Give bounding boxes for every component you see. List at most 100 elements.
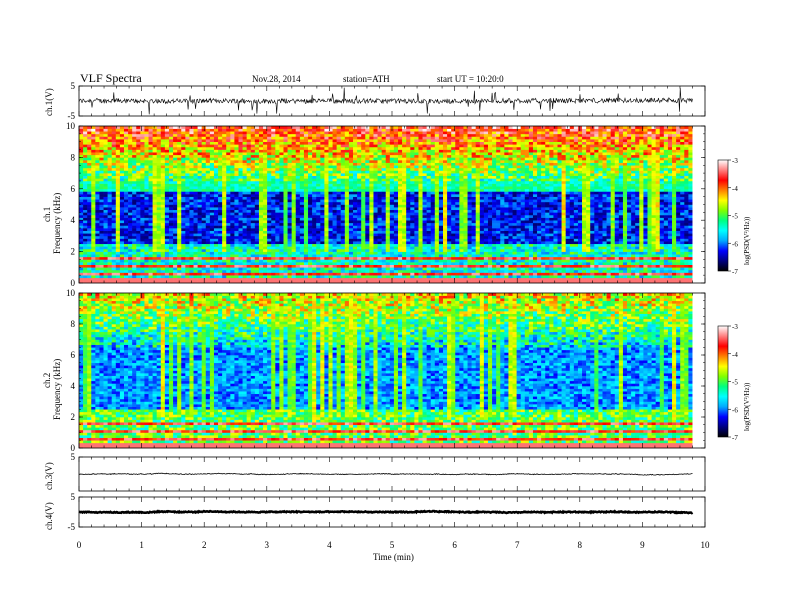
spectrogram-cell [398, 131, 403, 135]
spectrogram-cell [238, 162, 243, 166]
spectrogram-cell [369, 251, 374, 255]
spectrogram-cell [389, 167, 395, 171]
spectrogram-cell [250, 212, 256, 216]
spectrogram-cell [246, 165, 252, 169]
spectrogram-cell [402, 165, 407, 169]
spectrogram-cell [226, 246, 231, 250]
spectrogram-cell [238, 241, 243, 245]
spectrogram-cell [103, 152, 108, 156]
spectrogram-cell [295, 199, 301, 203]
spectrogram-cell [160, 225, 166, 229]
spectrogram-cell [123, 144, 129, 148]
spectrogram-cell [91, 183, 96, 187]
spectrogram-cell [222, 183, 227, 187]
spectrogram-cell [324, 152, 329, 156]
spectrogram-cell [258, 157, 264, 161]
spectrogram-cell [218, 165, 223, 169]
spectrogram-cell [148, 188, 153, 192]
spectrogram-cell [238, 251, 243, 255]
spectrogram-cell [107, 248, 113, 252]
spectrogram-cell [128, 233, 133, 237]
spectrogram-cell [201, 256, 207, 260]
spectrogram-cell [336, 173, 342, 177]
spectrogram-cell [242, 220, 247, 224]
spectrogram-cell [312, 254, 317, 258]
spectrogram-cell [234, 259, 239, 263]
spectrogram-cell [197, 128, 202, 132]
spectrogram-cell [168, 269, 174, 273]
spectrogram-cell [332, 280, 337, 284]
spectrogram-cell [168, 280, 174, 284]
spectrogram-cell [136, 167, 141, 171]
spectrogram-cell [369, 222, 374, 226]
spectrogram-cell [95, 204, 100, 208]
spectrogram-cell [222, 204, 227, 208]
spectrogram-cell [99, 136, 104, 140]
spectrogram-cell [119, 191, 125, 195]
spectrogram-cell [393, 225, 399, 229]
spectrogram-cell [373, 146, 378, 150]
spectrogram-cell [291, 254, 297, 258]
spectrogram-cell [222, 194, 227, 197]
spectrogram-cell [295, 267, 301, 271]
spectrogram-cell [398, 267, 403, 271]
spectrogram-cell [295, 225, 301, 229]
spectrogram-cell [320, 201, 325, 205]
spectrogram-cell [160, 233, 166, 237]
spectrogram-cell [303, 126, 309, 129]
spectrogram-cell [312, 173, 317, 177]
spectrogram-cell [365, 246, 370, 250]
spectrogram-cell [197, 269, 202, 273]
spectrogram-cell [373, 194, 378, 197]
spectrogram-cell [185, 220, 190, 224]
spectrogram-cell [168, 146, 174, 150]
spectrogram-cell [87, 275, 92, 279]
spectrogram-cell [222, 199, 227, 203]
spectrogram-cell [312, 133, 317, 137]
spectrogram-cell [267, 196, 272, 200]
spectrogram-cell [361, 214, 366, 218]
spectrogram-cell [99, 149, 104, 153]
spectrogram-cell [348, 178, 354, 182]
spectrogram-cell [377, 178, 382, 182]
spectrogram-cell [238, 254, 243, 258]
spectrogram-cell [177, 186, 182, 190]
spectrogram-cell [344, 162, 350, 166]
spectrogram-cell [115, 178, 121, 182]
spectrogram-cell [320, 144, 325, 148]
spectrogram-cell [308, 259, 313, 263]
spectrogram-cell [218, 128, 223, 132]
spectrogram-cell [393, 149, 399, 153]
spectrogram-cell [99, 212, 104, 216]
spectrogram-cell [328, 220, 333, 224]
spectrogram-cell [365, 178, 370, 182]
spectrogram-cell [234, 196, 239, 200]
spectrogram-cell [385, 267, 391, 271]
spectrogram-cell [328, 165, 333, 169]
spectrogram-cell [353, 204, 358, 208]
spectrogram-cell [320, 233, 325, 237]
spectrogram-cell [103, 154, 108, 158]
spectrogram-cell [238, 180, 243, 184]
spectrogram-cell [99, 133, 104, 137]
spectrogram-cell [222, 173, 227, 177]
spectrogram-cell [205, 196, 211, 200]
spectrogram-cell [197, 178, 202, 182]
spectrogram-cell [291, 139, 297, 142]
spectrogram-cell [340, 204, 346, 208]
spectrogram-cell [254, 272, 260, 276]
spectrogram-cell [189, 131, 194, 135]
spectrogram-cell [209, 201, 215, 205]
spectrogram-cell [168, 262, 174, 265]
spectrogram-cell [234, 251, 239, 255]
spectrogram-cell [381, 196, 387, 200]
spectrogram-cell [164, 165, 170, 169]
spectrogram-cell [83, 217, 88, 221]
spectrogram-cell [385, 160, 391, 163]
spectrogram-cell [344, 128, 350, 132]
spectrogram-cell [83, 162, 88, 166]
spectrogram-cell [226, 173, 231, 177]
spectrogram-cell [91, 162, 96, 166]
spectrogram-cell [340, 280, 346, 284]
spectrogram-cell [320, 262, 325, 265]
